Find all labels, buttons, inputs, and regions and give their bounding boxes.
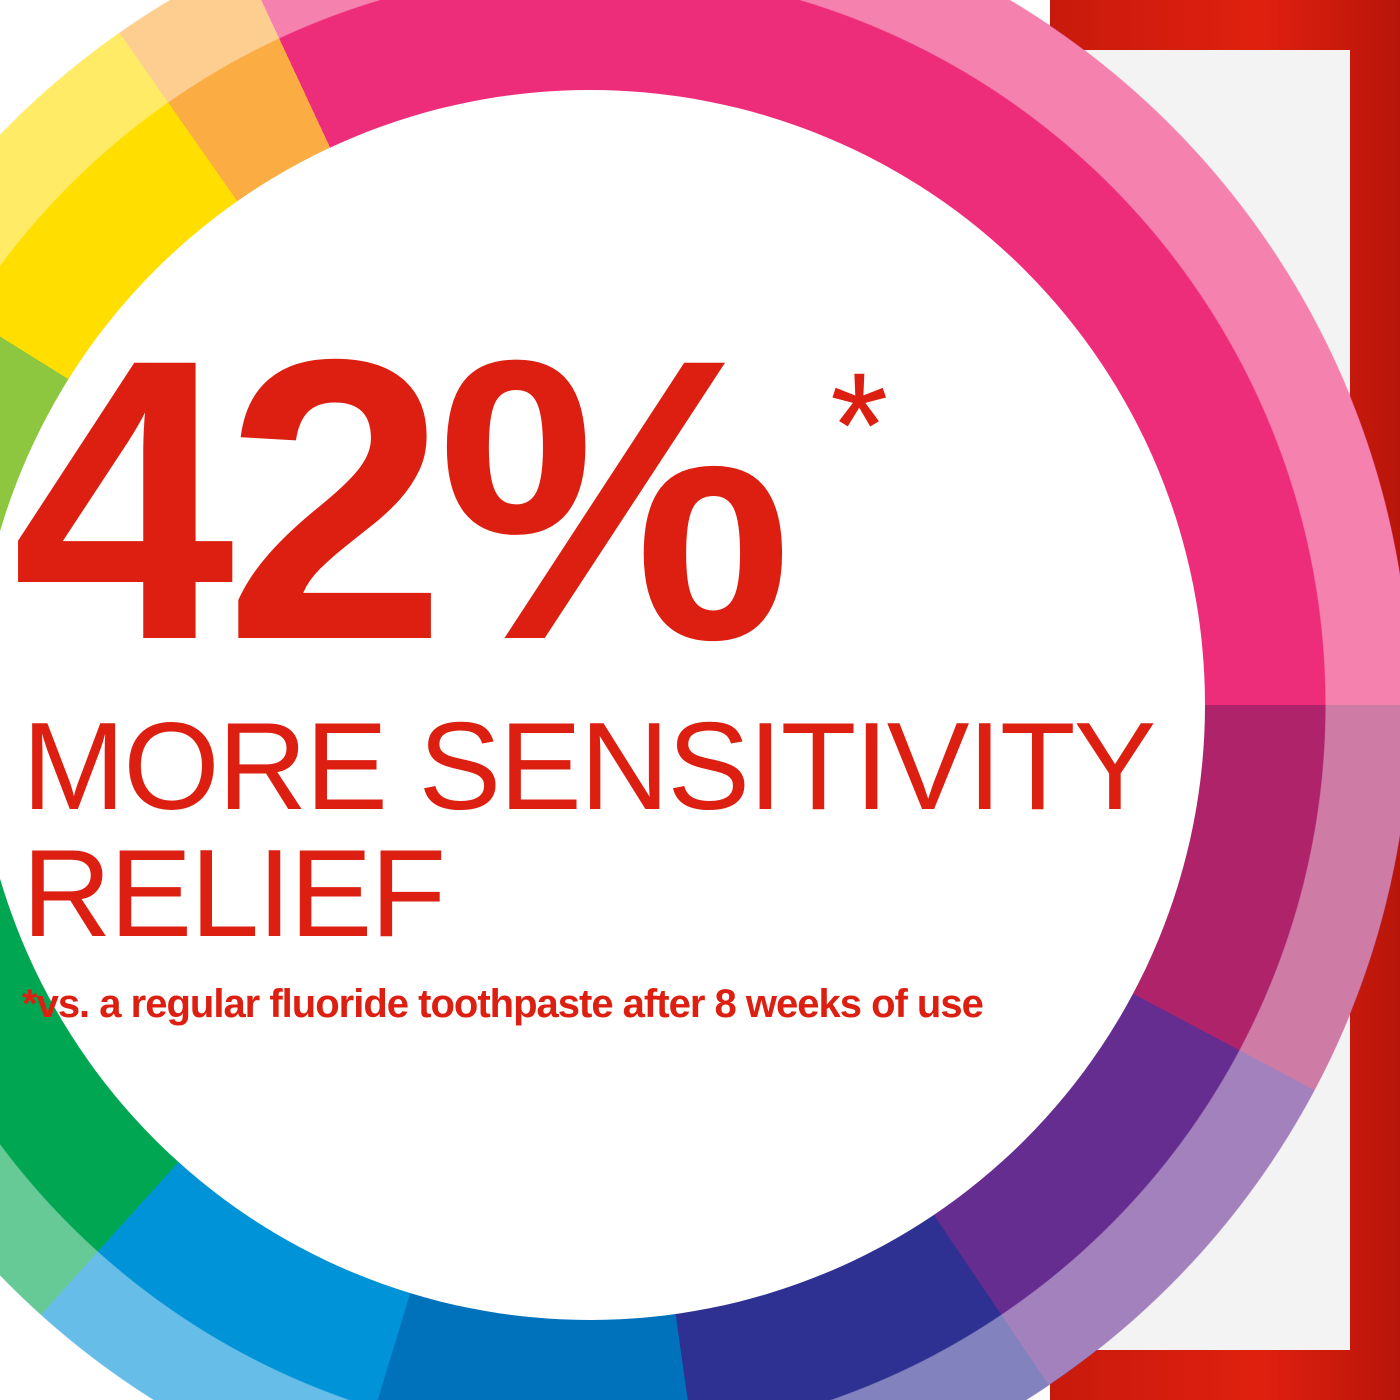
asterisk: * xyxy=(830,341,889,509)
footnote: *vs. a regular fluoride toothpaste after… xyxy=(22,982,984,1026)
center-circle xyxy=(0,90,1205,1320)
subheadline-line1: MORE SENSITIVITY xyxy=(22,698,1156,836)
stat-headline: 42% xyxy=(12,276,793,723)
subheadline-line2: RELIEF xyxy=(22,825,446,963)
